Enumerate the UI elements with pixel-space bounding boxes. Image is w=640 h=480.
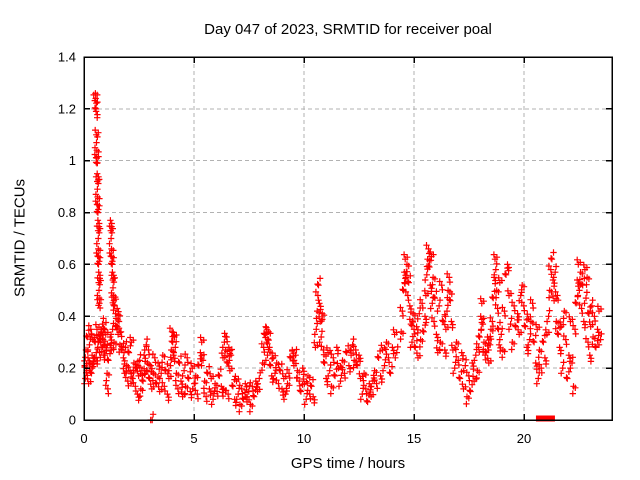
y-tick-label: 0.4 <box>58 309 76 324</box>
x-tick-label: 20 <box>517 431 531 446</box>
x-tick-label: 15 <box>407 431 421 446</box>
y-tick-label: 0.8 <box>58 205 76 220</box>
y-tick-label: 0.6 <box>58 257 76 272</box>
x-axis-label: GPS time / hours <box>290 455 406 472</box>
y-tick-label: 1.4 <box>58 50 76 65</box>
chart-title: Day 047 of 2023, SRMTID for receiver poa… <box>204 21 492 38</box>
y-tick-label: 0.2 <box>58 361 76 376</box>
y-tick-label: 0 <box>69 413 76 428</box>
x-tick-label: 0 <box>80 431 87 446</box>
x-tick-label: 5 <box>190 431 197 446</box>
y-tick-label: 1.2 <box>58 101 76 116</box>
x-tick-label: 10 <box>297 431 311 446</box>
y-tick-label: 1 <box>69 153 76 168</box>
